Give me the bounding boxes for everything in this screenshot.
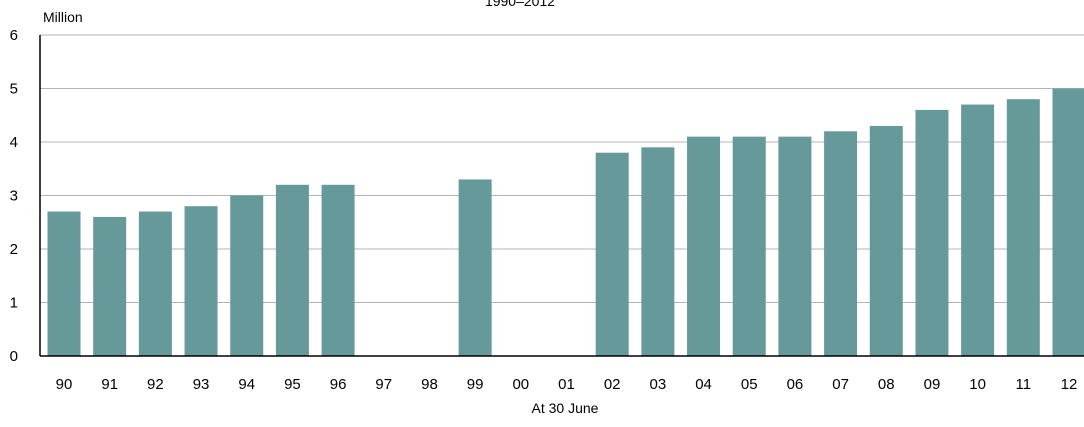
x-tick-label: 10 xyxy=(969,376,986,393)
x-tick-label: 11 xyxy=(1016,376,1032,393)
x-tick-label: 08 xyxy=(878,376,895,393)
x-tick-label: 97 xyxy=(375,376,392,393)
x-tick-labels: 90 91 92 93 94 95 96 97 98 99 00 01 02 03 04 05 06 07 08 09… xyxy=(56,376,1078,393)
y-tick-label: 3 xyxy=(10,188,18,205)
x-tick-label: 05 xyxy=(741,376,758,393)
bar-96 xyxy=(321,184,355,356)
x-tick-label: 02 xyxy=(604,376,621,393)
x-tick-label: 04 xyxy=(695,376,712,393)
bar-10 xyxy=(961,104,995,356)
x-tick-label: 94 xyxy=(238,376,255,393)
x-tick-label: 90 xyxy=(56,376,73,393)
x-tick-label: 93 xyxy=(193,376,210,393)
x-tick-label: 01 xyxy=(558,376,575,393)
bar-90 xyxy=(47,211,81,356)
x-tick-label: 99 xyxy=(467,376,484,393)
y-tick-label: 1 xyxy=(10,295,18,312)
x-axis-label: At 30 June xyxy=(532,400,599,416)
y-axis-label: Million xyxy=(43,9,83,25)
axes xyxy=(39,35,1084,357)
bar-06 xyxy=(778,136,812,356)
y-tick-label: 4 xyxy=(10,134,18,151)
bar-99 xyxy=(458,179,492,356)
x-tick-label: 95 xyxy=(284,376,301,393)
bar-12 xyxy=(1052,88,1084,356)
bar-09 xyxy=(915,109,949,357)
y-tick-label: 0 xyxy=(10,348,18,365)
bar-92 xyxy=(138,211,172,356)
bar-03 xyxy=(641,147,675,356)
bar-02 xyxy=(595,152,629,356)
bar-05 xyxy=(732,136,766,356)
y-tick-label: 5 xyxy=(10,81,18,98)
bar-93 xyxy=(184,206,218,356)
x-tick-label: 91 xyxy=(101,376,118,393)
bar-91 xyxy=(93,216,127,356)
y-tick-labels: 0 1 2 3 4 5 6 xyxy=(10,27,18,365)
x-tick-label: 96 xyxy=(330,376,347,393)
x-tick-label: 12 xyxy=(1061,376,1078,393)
x-tick-label: 98 xyxy=(421,376,438,393)
x-tick-label: 00 xyxy=(512,376,529,393)
x-tick-label: 92 xyxy=(147,376,164,393)
bar-95 xyxy=(275,184,309,356)
bar-08 xyxy=(869,125,903,356)
y-tick-label: 6 xyxy=(10,27,18,44)
chart-title: 1990–2012 xyxy=(485,0,555,9)
x-tick-label: 03 xyxy=(650,376,667,393)
bar-94 xyxy=(230,195,264,356)
x-tick-label: 07 xyxy=(832,376,849,393)
bars xyxy=(47,88,1084,357)
y-tick-label: 2 xyxy=(10,241,18,258)
bar-04 xyxy=(687,136,721,356)
bar-07 xyxy=(824,131,858,356)
bar-11 xyxy=(1006,99,1040,356)
x-tick-label: 06 xyxy=(787,376,804,393)
x-tick-label: 09 xyxy=(924,376,941,393)
